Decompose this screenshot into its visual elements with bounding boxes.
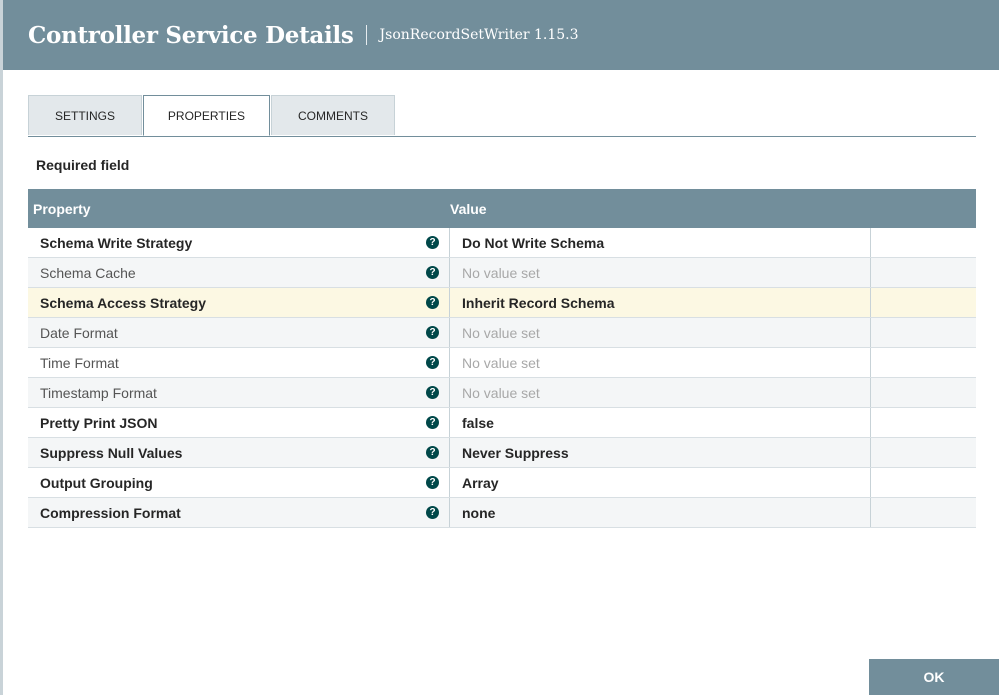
table-row[interactable]: Schema Access Strategy? Inherit Record Sc… — [28, 288, 976, 318]
dialog-title: Controller Service Details — [28, 21, 354, 49]
table-row[interactable]: Pretty Print JSON? false — [28, 408, 976, 438]
property-value-cell[interactable]: none — [450, 498, 871, 527]
dialog-subtitle: JsonRecordSetWriter 1.15.3 — [379, 27, 579, 43]
row-actions-cell — [871, 318, 976, 347]
property-name-cell: Schema Write Strategy? — [28, 228, 450, 257]
column-header-value[interactable]: Value — [450, 200, 487, 217]
help-icon[interactable]: ? — [426, 236, 439, 249]
properties-table: Property Value Schema Write Strategy? Do … — [28, 189, 976, 528]
table-row[interactable]: Suppress Null Values? Never Suppress — [28, 438, 976, 468]
row-actions-cell — [871, 288, 976, 317]
property-name-cell: Schema Cache? — [28, 258, 450, 287]
table-row[interactable]: Time Format? No value set — [28, 348, 976, 378]
property-name: Output Grouping — [40, 474, 153, 491]
property-name: Pretty Print JSON — [40, 414, 158, 431]
row-actions-cell — [871, 348, 976, 377]
table-header: Property Value — [28, 189, 976, 228]
property-value-cell[interactable]: Never Suppress — [450, 438, 871, 467]
help-icon[interactable]: ? — [426, 266, 439, 279]
tab-properties[interactable]: PROPERTIES — [143, 95, 270, 136]
row-actions-cell — [871, 258, 976, 287]
dialog-header: Controller Service Details JsonRecordSet… — [3, 0, 999, 70]
row-actions-cell — [871, 468, 976, 497]
property-name-cell: Timestamp Format? — [28, 378, 450, 407]
tab-comments[interactable]: COMMENTS — [271, 95, 395, 135]
property-name: Suppress Null Values — [40, 444, 183, 461]
help-icon[interactable]: ? — [426, 476, 439, 489]
table-row[interactable]: Schema Write Strategy? Do Not Write Schem… — [28, 228, 976, 258]
tab-bar: SETTINGS PROPERTIES COMMENTS — [28, 95, 976, 137]
property-name: Timestamp Format — [40, 384, 157, 401]
row-actions-cell — [871, 438, 976, 467]
property-name-cell: Suppress Null Values? — [28, 438, 450, 467]
property-value-cell[interactable]: No value set — [450, 258, 871, 287]
property-name: Schema Write Strategy — [40, 234, 193, 251]
property-value-cell[interactable]: No value set — [450, 378, 871, 407]
row-actions-cell — [871, 408, 976, 437]
controller-service-dialog: Controller Service Details JsonRecordSet… — [3, 0, 999, 695]
help-icon[interactable]: ? — [426, 506, 439, 519]
help-icon[interactable]: ? — [426, 386, 439, 399]
property-name: Time Format — [40, 354, 119, 371]
help-icon[interactable]: ? — [426, 326, 439, 339]
table-body: Schema Write Strategy? Do Not Write Schem… — [28, 228, 976, 528]
help-icon[interactable]: ? — [426, 296, 439, 309]
property-name: Schema Cache — [40, 264, 136, 281]
property-name-cell: Date Format? — [28, 318, 450, 347]
property-name-cell: Schema Access Strategy? — [28, 288, 450, 317]
property-name-cell: Output Grouping? — [28, 468, 450, 497]
row-actions-cell — [871, 228, 976, 257]
property-name-cell: Pretty Print JSON? — [28, 408, 450, 437]
table-row[interactable]: Date Format? No value set — [28, 318, 976, 348]
help-icon[interactable]: ? — [426, 356, 439, 369]
property-value-cell[interactable]: false — [450, 408, 871, 437]
property-value-cell[interactable]: No value set — [450, 348, 871, 377]
column-header-property[interactable]: Property — [33, 200, 91, 217]
table-row[interactable]: Schema Cache? No value set — [28, 258, 976, 288]
help-icon[interactable]: ? — [426, 446, 439, 459]
help-icon[interactable]: ? — [426, 416, 439, 429]
row-actions-cell — [871, 378, 976, 407]
property-value-cell[interactable]: Inherit Record Schema — [450, 288, 871, 317]
table-row[interactable]: Timestamp Format? No value set — [28, 378, 976, 408]
property-name: Compression Format — [40, 504, 181, 521]
required-field-label: Required field — [36, 157, 130, 173]
property-name: Schema Access Strategy — [40, 294, 207, 311]
table-row[interactable]: Compression Format? none — [28, 498, 976, 528]
row-actions-cell — [871, 498, 976, 527]
property-value-cell[interactable]: No value set — [450, 318, 871, 347]
tab-settings[interactable]: SETTINGS — [28, 95, 142, 135]
header-divider — [365, 25, 367, 45]
ok-button[interactable]: OK — [869, 659, 999, 695]
property-value-cell[interactable]: Do Not Write Schema — [450, 228, 871, 257]
property-name-cell: Time Format? — [28, 348, 450, 377]
table-row[interactable]: Output Grouping? Array — [28, 468, 976, 498]
property-name-cell: Compression Format? — [28, 498, 450, 527]
property-name: Date Format — [40, 324, 118, 341]
backdrop-edge — [0, 0, 3, 695]
property-value-cell[interactable]: Array — [450, 468, 871, 497]
